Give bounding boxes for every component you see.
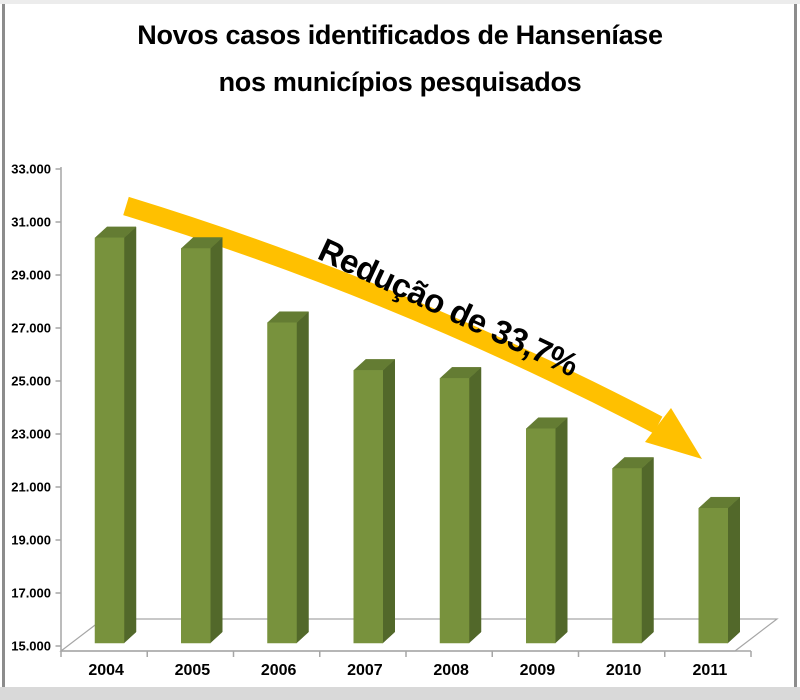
y-tick-label: 29.000: [11, 268, 51, 283]
x-tick-label: 2004: [88, 662, 124, 679]
chart-title-line2: nos municípios pesquisados: [218, 67, 582, 97]
frame-right-edge: [794, 4, 797, 687]
bar-front-face: [181, 248, 211, 644]
chart-title: Novos casos identificados de Hanseníase …: [0, 12, 800, 106]
y-tick-label: 17.000: [11, 586, 51, 601]
trend-arrow-shaft: [123, 196, 663, 434]
x-tick-label: 2009: [520, 662, 556, 679]
y-tick-label: 23.000: [11, 427, 51, 442]
trend-arrow-head: [645, 408, 702, 459]
frame-top-edge: [0, 0, 800, 4]
bar-front-face: [267, 322, 297, 644]
annotation-text: Redução de 33,7%: [313, 231, 584, 384]
bar-side-face: [555, 417, 568, 644]
bar-2004: [94, 226, 137, 644]
chart-title-line1: Novos casos identificados de Hanseníase: [137, 20, 663, 50]
y-tick-label: 27.000: [11, 321, 51, 336]
bar-side-face: [210, 236, 223, 644]
bar-2006: [266, 311, 310, 644]
bar-front-face: [612, 468, 642, 644]
x-tick-label: 2011: [693, 662, 728, 679]
chart-floor: [59, 618, 779, 652]
frame-bottom-edge: [0, 687, 800, 700]
bar-front-face: [439, 378, 470, 644]
frame-left-edge: [2, 4, 5, 687]
bar-front-face: [94, 237, 125, 644]
y-tick-label: 19.000: [11, 533, 51, 548]
bar-2005: [180, 236, 223, 644]
x-tick-label: 2010: [606, 662, 642, 679]
bar-front-face: [353, 370, 383, 644]
bar-side-face: [382, 358, 395, 644]
bar-2009: [525, 417, 568, 644]
bar-2007: [353, 358, 396, 644]
bar-2011: [698, 496, 741, 644]
x-tick-label: 2007: [347, 662, 383, 679]
bar-2010: [611, 456, 655, 644]
y-tick-label: 25.000: [11, 374, 51, 389]
bar-2008: [439, 366, 482, 644]
bar-front-face: [526, 428, 556, 644]
y-tick-label: 15.000: [11, 639, 51, 654]
bar-side-face: [641, 456, 654, 644]
x-tick-label: 2008: [433, 662, 469, 679]
y-tick-label: 33.000: [11, 162, 51, 177]
bar-side-face: [727, 496, 740, 644]
y-tick-label: 31.000: [11, 215, 51, 230]
x-tick-label: 2005: [175, 662, 211, 679]
bar-side-face: [468, 366, 482, 644]
y-tick-label: 21.000: [11, 480, 51, 495]
bar-side-face: [123, 226, 137, 644]
bar-front-face: [698, 507, 728, 644]
x-tick-label: 2006: [261, 662, 297, 679]
bar-side-face: [296, 311, 309, 644]
